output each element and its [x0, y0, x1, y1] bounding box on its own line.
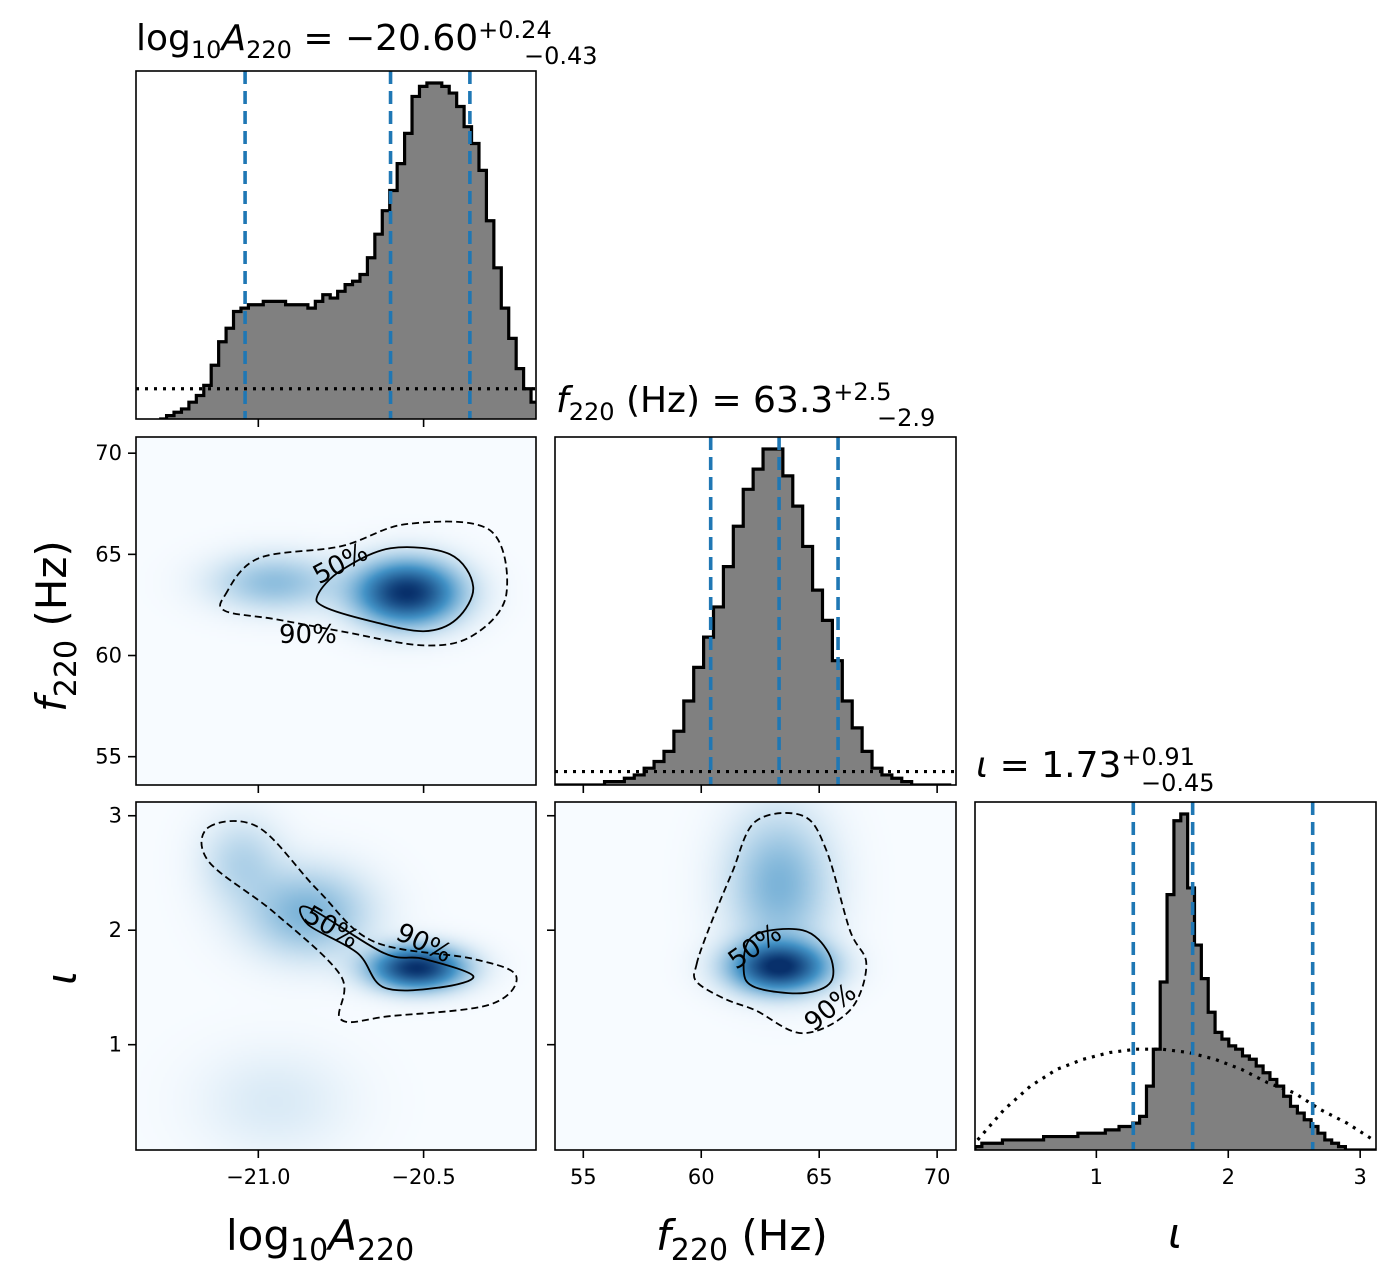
axes-frame-f220 — [554, 436, 957, 786]
ylabel-iota: ι — [37, 971, 86, 985]
xtick-label-i-hist-0: 1 — [1090, 1165, 1103, 1189]
xtick-label-f-i-2: 65 — [806, 1165, 833, 1189]
axes-frame-logA-f220 — [135, 436, 537, 786]
ytick-label-f-left-0: 55 — [95, 745, 122, 769]
ytick-label-i-left-1: 2 — [109, 918, 122, 942]
density-image-logA-iota — [136, 802, 536, 1150]
histogram-iota — [975, 802, 1376, 1150]
contour-label-logA-f220-1: 90% — [279, 620, 337, 650]
ytick-label-i-left-0: 1 — [109, 1033, 122, 1057]
xtick-label-f-i-3: 70 — [924, 1165, 951, 1189]
contour-90-logA-f220 — [219, 520, 509, 647]
ytick-label-f-left-2: 65 — [95, 542, 122, 566]
ytick-label-i-left-2: 3 — [109, 804, 122, 828]
density-logA-iota: 50% 90% — [136, 802, 536, 1150]
posterior-hist-fill-logA — [159, 83, 536, 419]
tick-marks: −21.0 −20.5 55 60 65 70 1 2 3 55 60 65 70 1 2 3 — [95, 419, 1367, 1189]
posterior-hist-fill-iota — [975, 814, 1376, 1150]
ytick-label-f-left-3: 70 — [95, 441, 122, 465]
density-f220-iota: 50%90% — [555, 802, 956, 1150]
xlabel-logA: log10A220 — [226, 1211, 414, 1268]
xlabel-f220: f220 (Hz) — [656, 1211, 828, 1268]
xlabel-iota: ι — [1168, 1209, 1182, 1258]
contour-50-f220-iota — [742, 928, 835, 995]
xtick-label-f-i-1: 60 — [688, 1165, 715, 1189]
prior-curve-iota — [976, 1047, 1375, 1142]
axes-frame-logA — [135, 70, 537, 420]
posterior-hist-fill-f220 — [555, 449, 952, 785]
posterior-hist-outline-logA — [159, 81, 536, 419]
xtick-label-i-hist-1: 2 — [1222, 1165, 1235, 1189]
xtick-label-logA-i-1: −20.5 — [391, 1165, 455, 1189]
xtick-label-logA-i-0: −21.0 — [226, 1165, 290, 1189]
contour-50-logA-iota — [299, 905, 475, 992]
xtick-label-i-hist-2: 3 — [1353, 1165, 1366, 1189]
density-image-f220-iota — [555, 802, 956, 1150]
xtick-label-f-i-0: 55 — [570, 1165, 597, 1189]
contour-90-logA-iota — [200, 820, 518, 1024]
histogram-f220 — [555, 437, 956, 785]
axes-frame-logA-iota — [135, 801, 537, 1151]
contour-90-f220-iota — [693, 812, 868, 1035]
density-logA-f220: 50%90% — [136, 437, 536, 785]
contour-50-logA-f220 — [315, 546, 475, 633]
title-logA: log10A220 = −20.60+0.24 −0.43 — [136, 16, 598, 70]
histogram-logA — [136, 71, 536, 419]
posterior-hist-outline-iota — [975, 812, 1376, 1150]
axes-frame-iota — [974, 801, 1377, 1151]
ytick-label-f-left-1: 60 — [95, 644, 122, 668]
posterior-hist-outline-f220 — [555, 447, 952, 785]
axes-frame-f220-iota — [554, 801, 957, 1151]
title-f220: f220 (Hz) = 63.3+2.5 −2.9 — [556, 378, 935, 432]
ylabel-f220: f220 (Hz) — [27, 540, 84, 712]
title-iota: ι = 1.73+0.91 −0.45 — [976, 743, 1215, 797]
